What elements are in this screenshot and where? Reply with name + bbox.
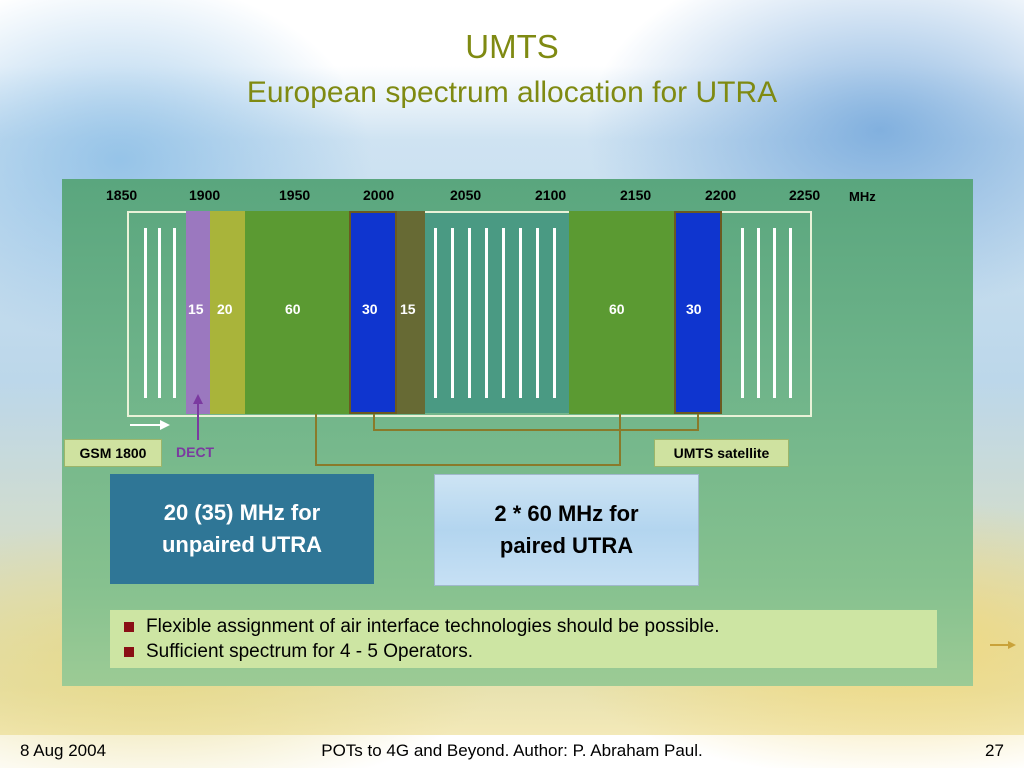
bullet-text: Flexible assignment of air interface tec… <box>146 616 720 637</box>
unallocated-line <box>468 228 471 398</box>
slide-title: UMTS <box>465 28 559 65</box>
unallocated-line <box>158 228 161 398</box>
paired-utra-text: 2 * 60 MHz for paired UTRA <box>494 501 639 558</box>
next-arrow-head <box>1008 641 1016 649</box>
band-unpaired-20 <box>210 211 245 414</box>
umts-satellite-label: UMTS satellite <box>654 439 789 467</box>
freq-tick-2000: 2000 <box>363 187 395 203</box>
band-label: 20 <box>217 301 233 317</box>
footer-title: POTs to 4G and Beyond. Author: P. Abraha… <box>321 741 703 760</box>
freq-tick-2050: 2050 <box>450 187 482 203</box>
band-label: 30 <box>686 301 702 317</box>
slide-number: 27 <box>985 741 1004 760</box>
gsm-1800-label: GSM 1800 <box>64 439 162 467</box>
band-dect <box>186 211 210 414</box>
slide-subtitle: European spectrum allocation for UTRA <box>246 76 778 109</box>
band-label: 30 <box>362 301 378 317</box>
unallocated-line <box>773 228 776 398</box>
unallocated-line <box>502 228 505 398</box>
band-paired-60-downlink <box>569 211 674 414</box>
satellite-bracket-line <box>373 414 699 431</box>
unallocated-line <box>519 228 522 398</box>
paired-bracket-line <box>315 414 621 466</box>
bullet-item: Flexible assignment of air interface tec… <box>124 616 720 638</box>
unallocated-line <box>434 228 437 398</box>
band-satellite-30-uplink <box>349 211 397 414</box>
unallocated-line <box>451 228 454 398</box>
gap-region <box>425 213 569 413</box>
bullet-square-icon <box>124 622 134 632</box>
dect-label: DECT <box>176 444 215 460</box>
band-unpaired-15 <box>397 211 425 414</box>
bullet-text: Sufficient spectrum for 4 - 5 Operators. <box>146 641 474 662</box>
bullet-item: Sufficient spectrum for 4 - 5 Operators. <box>124 641 473 663</box>
footer-date: 8 Aug 2004 <box>20 741 107 760</box>
dect-arrow-head <box>193 394 203 404</box>
band-label: 60 <box>609 301 625 317</box>
unallocated-line <box>741 228 744 398</box>
freq-tick-1850: 1850 <box>106 187 138 203</box>
freq-tick-2200: 2200 <box>705 187 737 203</box>
unallocated-line <box>536 228 539 398</box>
band-label: 15 <box>400 301 416 317</box>
band-paired-60-uplink <box>245 211 349 414</box>
freq-tick-2100: 2100 <box>535 187 567 203</box>
freq-tick-1950: 1950 <box>279 187 311 203</box>
bullet-square-icon <box>124 647 134 657</box>
unallocated-line <box>757 228 760 398</box>
unpaired-utra-text: 20 (35) MHz for unpaired UTRA <box>161 500 323 557</box>
unallocated-line <box>789 228 792 398</box>
band-label: 60 <box>285 301 301 317</box>
unallocated-line <box>553 228 556 398</box>
freq-tick-2250: 2250 <box>789 187 821 203</box>
paired-utra-box: 2 * 60 MHz for paired UTRA <box>434 474 699 586</box>
gsm-arrow-head <box>160 420 170 430</box>
unpaired-utra-box: 20 (35) MHz for unpaired UTRA <box>110 474 374 584</box>
unallocated-line <box>144 228 147 398</box>
unallocated-line <box>173 228 176 398</box>
freq-tick-2150: 2150 <box>620 187 652 203</box>
freq-unit: MHz <box>849 189 876 204</box>
unallocated-line <box>485 228 488 398</box>
band-label: 15 <box>188 301 204 317</box>
freq-tick-1900: 1900 <box>189 187 221 203</box>
bullet-list: Flexible assignment of air interface tec… <box>110 610 937 668</box>
band-satellite-30-downlink <box>674 211 722 414</box>
spectrum-outline <box>127 211 812 417</box>
